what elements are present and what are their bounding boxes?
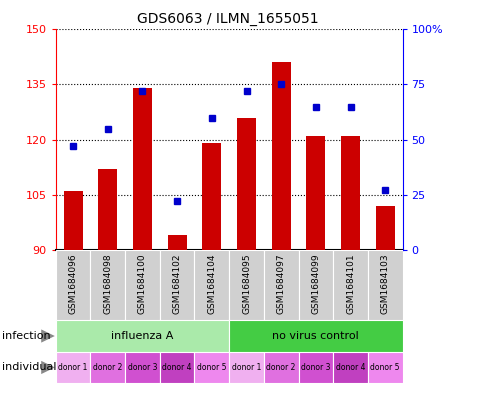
Text: GSM1684097: GSM1684097 [276,253,285,314]
Bar [271,62,290,250]
FancyBboxPatch shape [56,250,90,320]
Text: GSM1684096: GSM1684096 [68,253,77,314]
FancyBboxPatch shape [263,352,298,383]
Text: no virus control: no virus control [272,331,359,341]
Text: donor 4: donor 4 [335,363,364,372]
Text: donor 3: donor 3 [127,363,157,372]
Bar [133,88,151,250]
FancyBboxPatch shape [229,250,263,320]
Text: GSM1684103: GSM1684103 [380,253,389,314]
Bar [306,136,325,250]
FancyBboxPatch shape [194,352,229,383]
Bar [167,235,186,250]
FancyBboxPatch shape [56,320,229,352]
Text: GSM1684098: GSM1684098 [103,253,112,314]
Text: donor 3: donor 3 [301,363,330,372]
Bar [63,191,82,250]
FancyBboxPatch shape [298,352,333,383]
FancyBboxPatch shape [160,352,194,383]
FancyBboxPatch shape [229,320,402,352]
FancyBboxPatch shape [90,250,125,320]
Bar [202,143,221,250]
Text: GSM1684102: GSM1684102 [172,253,182,314]
FancyBboxPatch shape [125,352,160,383]
Bar [375,206,394,250]
Text: GSM1684104: GSM1684104 [207,253,216,314]
Bar [98,169,117,250]
Text: infection: infection [2,331,51,341]
FancyBboxPatch shape [333,250,367,320]
Text: influenza A: influenza A [111,331,173,341]
FancyBboxPatch shape [298,250,333,320]
Text: donor 1: donor 1 [58,363,88,372]
Text: GSM1684101: GSM1684101 [345,253,354,314]
Text: GSM1684095: GSM1684095 [242,253,251,314]
FancyBboxPatch shape [367,250,402,320]
FancyBboxPatch shape [229,352,263,383]
FancyBboxPatch shape [160,250,194,320]
Polygon shape [41,329,55,343]
FancyBboxPatch shape [125,250,160,320]
FancyBboxPatch shape [194,250,229,320]
FancyBboxPatch shape [56,352,90,383]
Polygon shape [41,361,55,374]
Text: donor 4: donor 4 [162,363,192,372]
Text: donor 2: donor 2 [93,363,122,372]
Text: GDS6063 / ILMN_1655051: GDS6063 / ILMN_1655051 [137,12,318,26]
FancyBboxPatch shape [333,352,367,383]
Text: individual: individual [2,362,57,373]
Text: GSM1684100: GSM1684100 [137,253,147,314]
Text: donor 5: donor 5 [197,363,226,372]
Text: donor 2: donor 2 [266,363,295,372]
Text: donor 5: donor 5 [370,363,399,372]
FancyBboxPatch shape [90,352,125,383]
FancyBboxPatch shape [367,352,402,383]
Text: donor 1: donor 1 [231,363,261,372]
Bar [237,118,256,250]
FancyBboxPatch shape [263,250,298,320]
Text: ■: ■ [65,392,77,393]
Bar [340,136,359,250]
Text: GSM1684099: GSM1684099 [311,253,320,314]
